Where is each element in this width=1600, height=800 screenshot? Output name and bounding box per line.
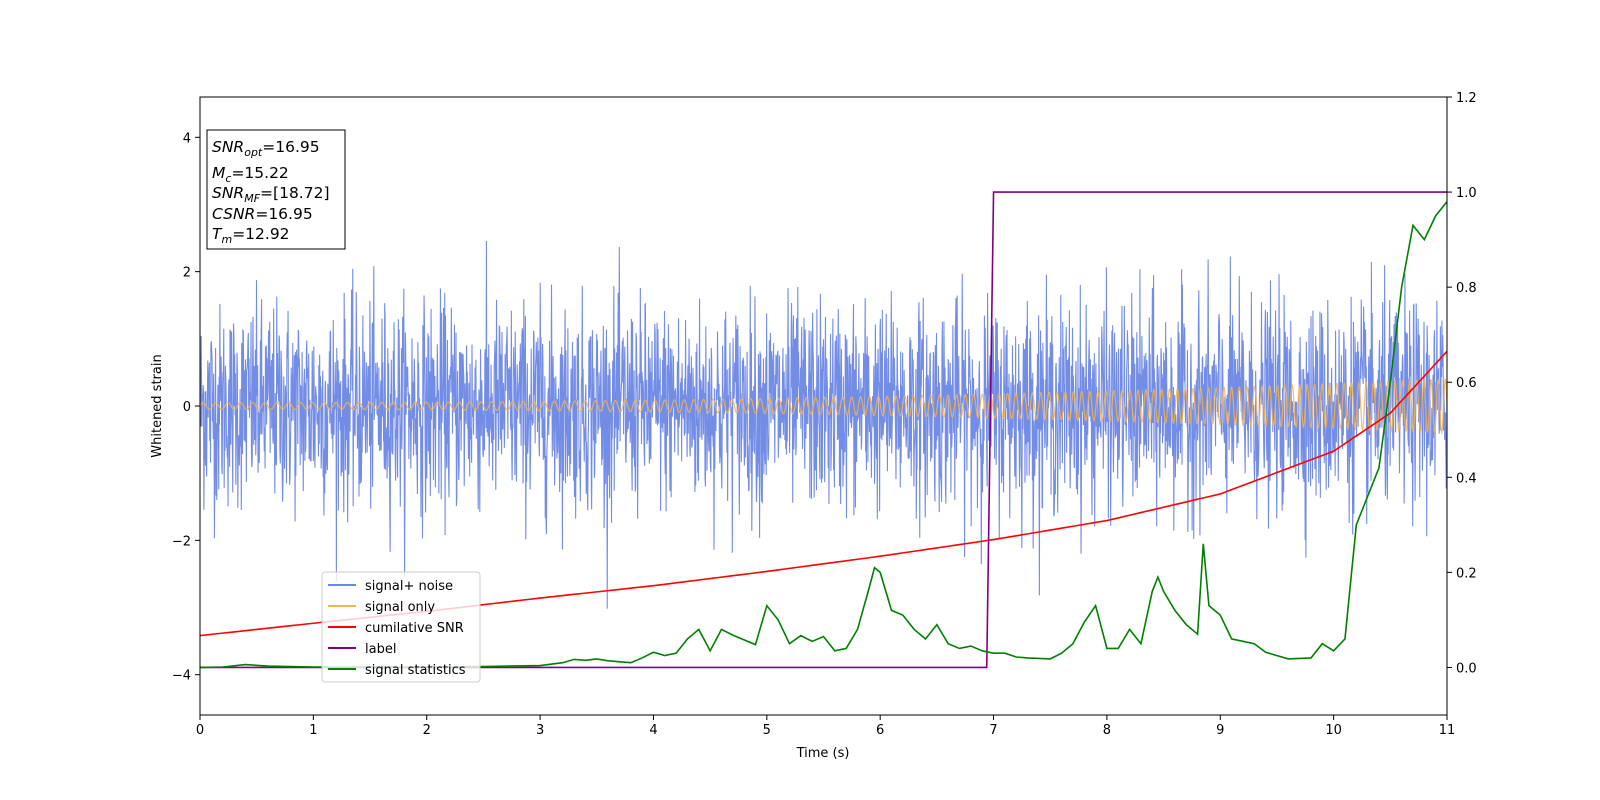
x-tick-label: 6: [876, 723, 884, 738]
y-tick-label: −4: [172, 669, 191, 684]
x-tick-label: 2: [423, 723, 431, 738]
y2-tick-label: 0.8: [1456, 281, 1477, 296]
x-tick-label: 0: [196, 723, 204, 738]
label-series: [200, 191, 1447, 669]
y2-tick-label: 0.0: [1456, 661, 1477, 676]
y-tick-label: 4: [183, 131, 191, 146]
signal-only-line: [199, 377, 1448, 435]
legend-label: signal statistics: [365, 663, 466, 678]
csnr-annotation: CSNR=16.95: [212, 205, 313, 223]
x-tick-label: 11: [1439, 723, 1456, 738]
x-axis: 0 1 2 3 4 5 6 7 8 9 10 11: [196, 715, 1455, 738]
x-tick-label: 4: [649, 723, 657, 738]
y-tick-label: 2: [183, 266, 191, 281]
x-tick-label: 5: [763, 723, 771, 738]
legend-box: [321, 571, 481, 683]
legend-label: label: [365, 642, 396, 657]
legend-label: cumilative SNR: [365, 621, 464, 636]
y-axis-label: Whitened strain: [150, 354, 165, 457]
y-axis-left: −4 −2 0 2 4: [172, 131, 200, 684]
y-axis-right: 0.0 0.2 0.4 0.6 0.8 1.0 1.2: [1447, 91, 1477, 676]
snr-opt-annotation: SNRopt=16.95: [212, 138, 320, 159]
y2-tick-label: 1.0: [1456, 186, 1477, 201]
legend-label: signal only: [365, 600, 435, 615]
x-tick-label: 1: [309, 723, 317, 738]
y2-tick-label: 1.2: [1456, 91, 1477, 106]
x-tick-label: 10: [1325, 723, 1342, 738]
snr-mf-annotation: SNRMF=[18.72]: [212, 184, 330, 205]
signal-only-series: [199, 377, 1448, 435]
x-tick-label: 3: [536, 723, 544, 738]
signal-noise-series: [199, 240, 1448, 609]
signal-statistics-series: [199, 201, 1448, 669]
legend: signal+ noise signal only cumilative SNR la…: [321, 571, 481, 683]
mc-annotation: Mc=15.22: [212, 164, 289, 185]
y2-tick-label: 0.6: [1456, 376, 1477, 391]
x-tick-label: 9: [1216, 723, 1224, 738]
y-tick-label: 0: [183, 400, 191, 415]
signal-noise-line: [199, 240, 1448, 609]
x-tick-label: 7: [989, 723, 997, 738]
y2-tick-label: 0.2: [1456, 566, 1477, 581]
y-tick-label: −2: [172, 534, 191, 549]
x-axis-label: Time (s): [796, 746, 850, 761]
annotation-box: SNRopt=16.95 Mc=15.22 SNRMF=[18.72] CSNR…: [206, 129, 346, 250]
tm-annotation: Tm=12.92: [212, 225, 290, 246]
x-tick-label: 8: [1103, 723, 1111, 738]
legend-label: signal+ noise: [365, 579, 453, 594]
y2-tick-label: 0.4: [1456, 471, 1477, 486]
